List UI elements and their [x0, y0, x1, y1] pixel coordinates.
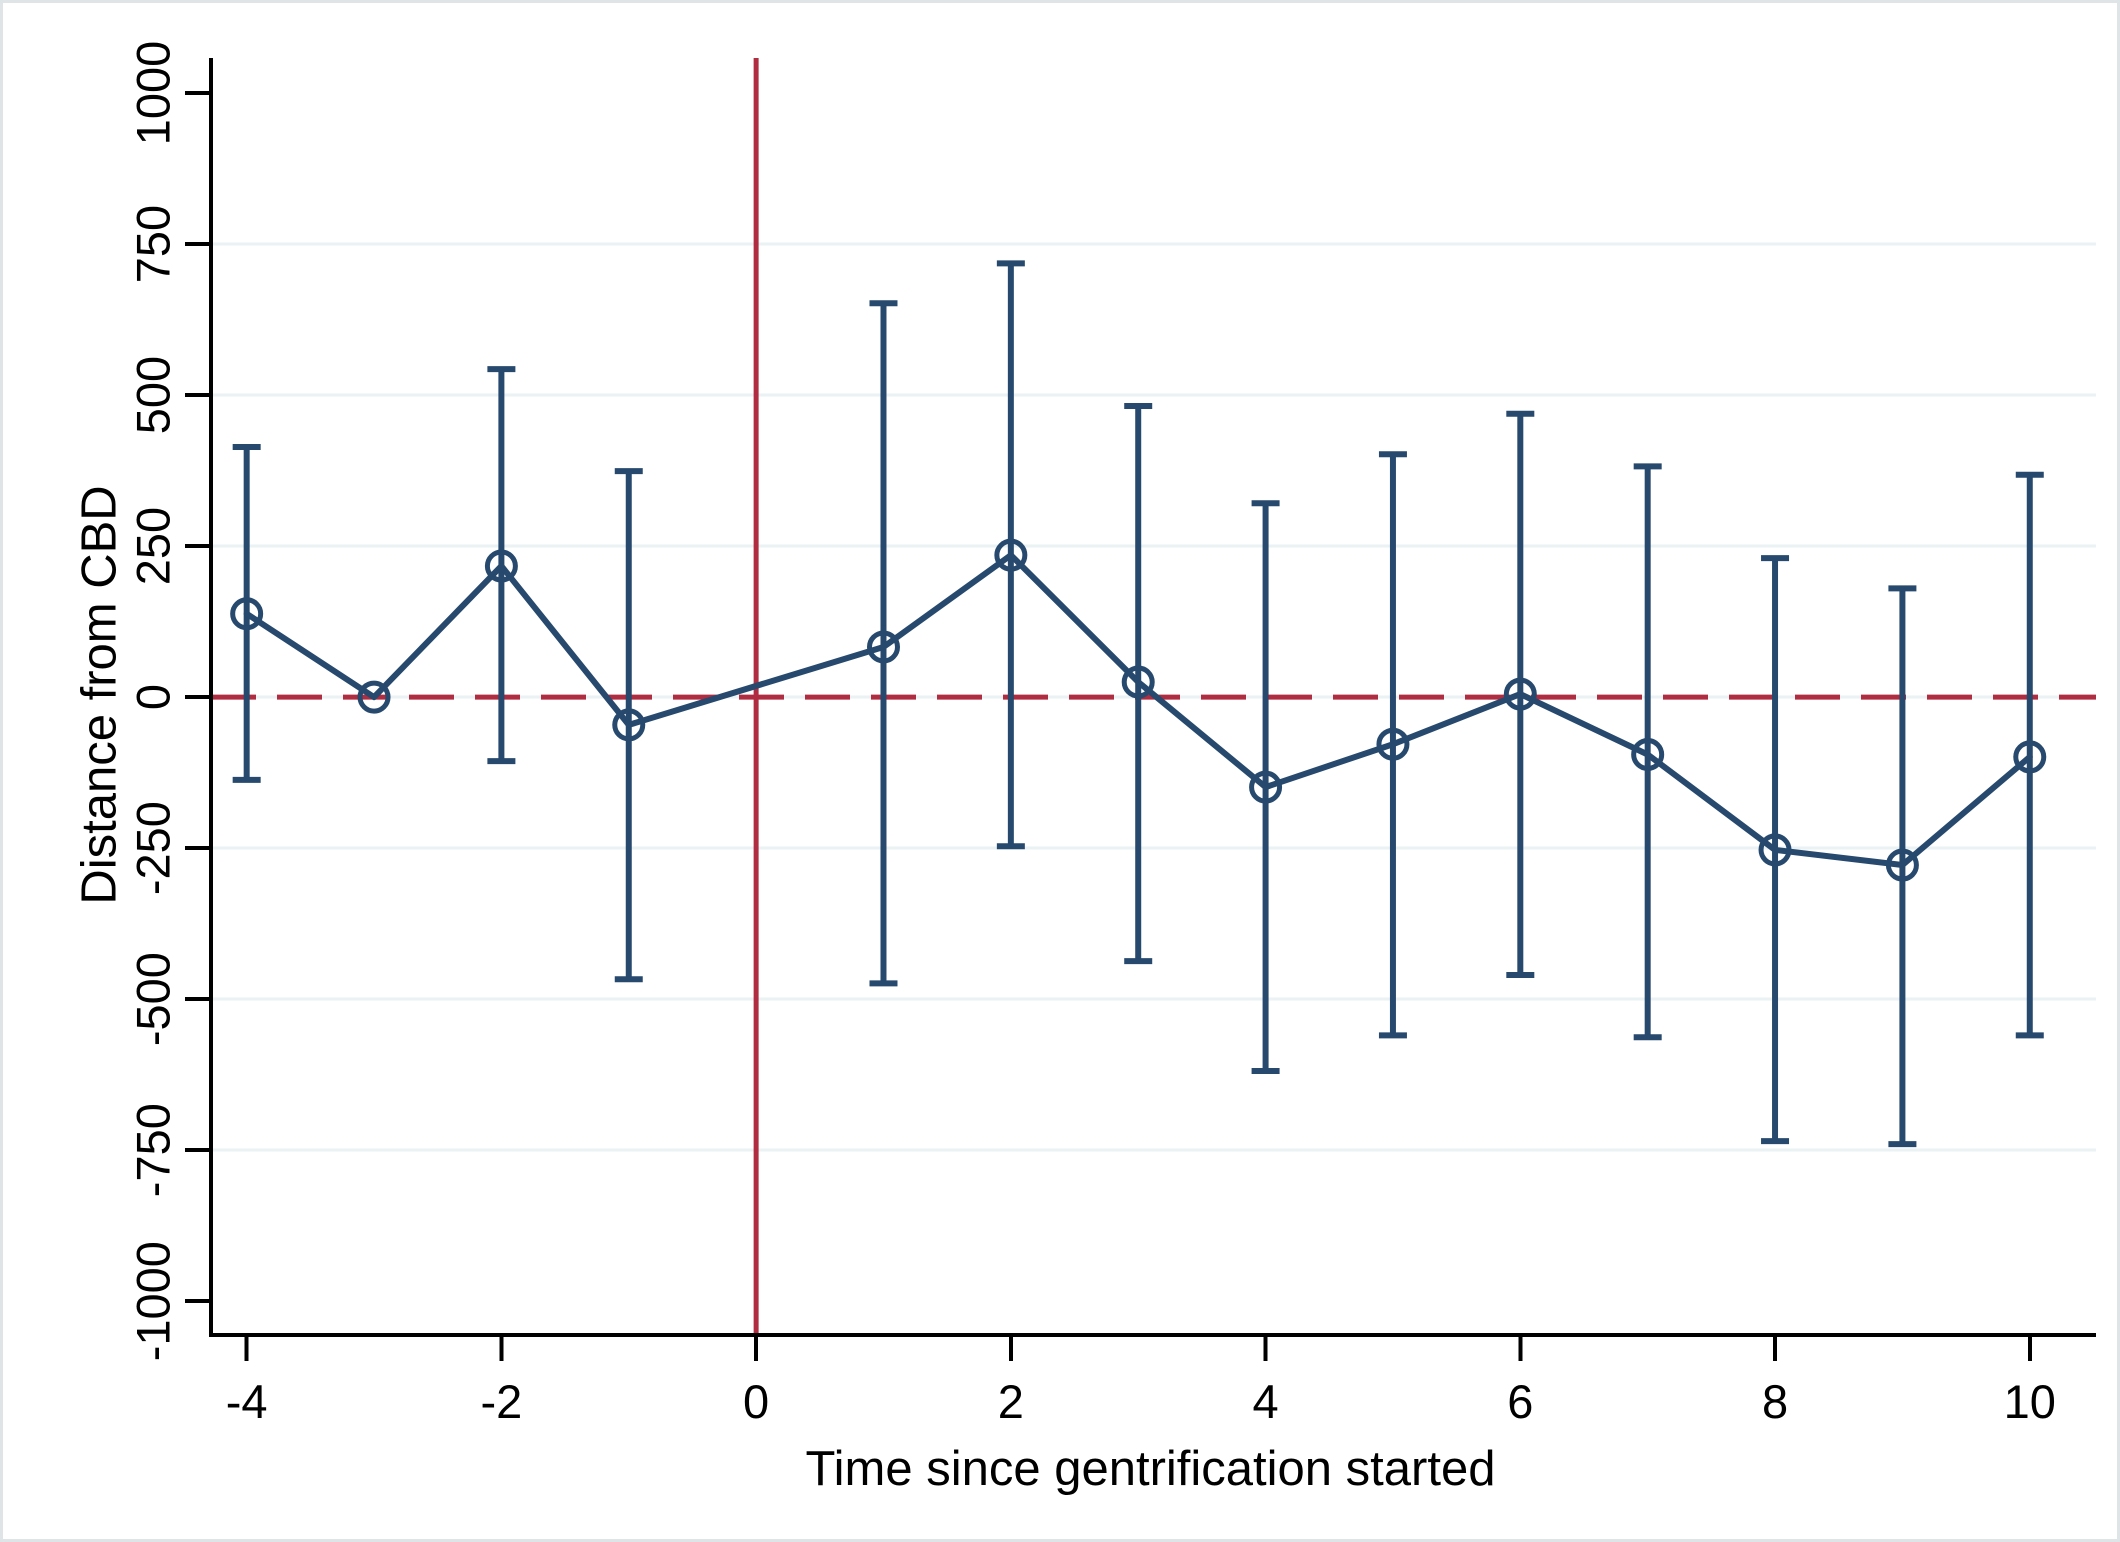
estimate-marker [612, 708, 646, 742]
x-tick-label: -4 [226, 1375, 268, 1428]
x-tick-label: 0 [743, 1375, 769, 1428]
y-tick-label: 500 [126, 356, 179, 434]
y-tick-label: -1000 [126, 1241, 179, 1361]
markers-group [230, 538, 2047, 882]
x-tick-label: -2 [480, 1375, 522, 1428]
estimate-marker [1631, 737, 1665, 771]
estimate-marker [994, 538, 1028, 572]
estimate-marker [1249, 770, 1283, 804]
ticks-group: 1000 750 500 250 0 -250 -500 -750 -1000 -4 -2 0 2 4 6 8… [126, 41, 2055, 1428]
estimate-marker [1885, 848, 1919, 882]
estimate-marker [1376, 727, 1410, 761]
x-tick-label: 10 [2004, 1375, 2056, 1428]
y-tick-label: 1000 [126, 41, 179, 146]
y-axis-title: Distance from CBD [72, 485, 127, 905]
x-tick-label: 2 [998, 1375, 1024, 1428]
estimate-marker [1758, 833, 1792, 867]
x-tick-label: 4 [1253, 1375, 1279, 1428]
estimate-marker [1121, 665, 1155, 699]
x-tick-label: 6 [1507, 1375, 1533, 1428]
x-tick-label: 8 [1762, 1375, 1788, 1428]
estimate-marker [866, 630, 900, 664]
y-tick-label: 250 [126, 507, 179, 585]
estimate-marker [484, 549, 518, 583]
y-tick-label: 0 [126, 684, 179, 710]
gridlines-group [211, 242, 2096, 1152]
event-study-chart: 1000 750 500 250 0 -250 -500 -750 -1000 -4 -2 0 2 4 6 8… [126, 41, 2096, 1428]
x-axis-title: Time since gentrification started [805, 1442, 1496, 1496]
event-study-chart-area: 1000 750 500 250 0 -250 -500 -750 -1000 -4 -2 0 2 4 6 8… [3, 3, 2117, 1539]
y-tick-label: -250 [126, 801, 179, 895]
estimate-line [243, 552, 2033, 869]
estimate-marker [357, 680, 391, 714]
y-tick-label: -500 [126, 952, 179, 1046]
y-tick-label: 750 [126, 205, 179, 283]
estimate-marker [230, 597, 264, 631]
y-tick-label: -750 [126, 1103, 179, 1197]
estimate-marker [1503, 677, 1537, 711]
estimate-marker [2013, 740, 2047, 774]
